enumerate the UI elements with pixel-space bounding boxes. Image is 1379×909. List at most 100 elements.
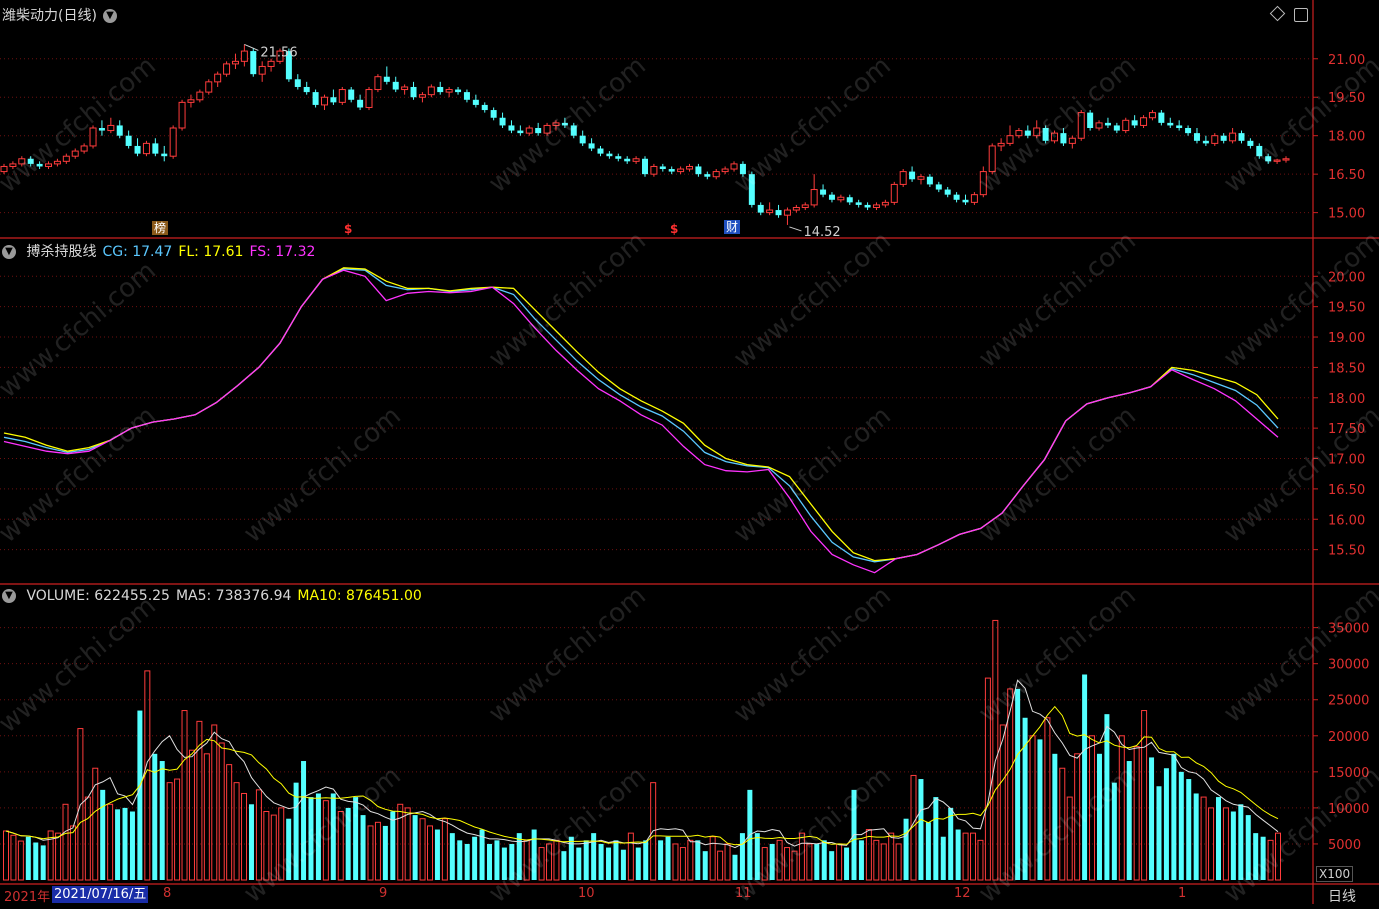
candle-body [552,122,560,126]
window-toggle-icon[interactable] [1294,8,1308,22]
candle-body [0,165,8,173]
volume-bar [829,851,835,880]
volume-bar [732,854,738,880]
indicator-cg-value: CG: 17.47 [102,244,173,260]
candle-body [152,143,159,154]
candle-body [988,145,996,173]
volume-bar [233,782,240,881]
timeframe-label[interactable]: 日线 [1328,889,1356,905]
candle-body [525,127,533,134]
volume-bar [1171,753,1177,880]
volume-bar [472,836,478,880]
volume-bar [509,843,515,880]
y-tick-label: 5000 [1328,838,1361,853]
indicator-fl-value: FL: 17.61 [178,244,244,260]
volume-bar [627,832,634,881]
volume-bar [844,847,850,880]
event-marker-dividend-2[interactable]: $ [670,222,679,236]
volume-ma10-value: MA10: 876451.00 [297,588,422,604]
event-marker-finance[interactable]: 财 [724,220,741,234]
y-tick-label: 30000 [1328,658,1369,673]
candle-body [321,96,328,106]
volume-bar [1007,688,1014,881]
volume-bar [286,818,292,880]
volume-pane-header: ▼ VOLUME: 622455.25 MA5: 738376.94 MA10: 8… [2,588,428,604]
candle-body [899,171,907,185]
candle-body [1095,122,1103,129]
candle-body [134,145,141,154]
candle-body [1265,156,1272,162]
candle-body [766,209,774,214]
y-tick-label: 15000 [1328,766,1369,781]
candle-body [463,92,470,100]
volume-bar [546,843,553,881]
candle-body [686,165,694,170]
candle-body [45,163,53,167]
volume-bar [948,807,954,880]
y-tick-label: 16.50 [1328,168,1365,183]
event-marker-dividend[interactable]: $ [344,222,353,236]
candle-body [632,158,640,162]
candle-body [9,163,17,167]
candle-body [98,128,105,131]
volume-bar [888,832,895,881]
volume-bar [538,847,545,881]
indicator-fs-value: FS: 17.32 [249,244,316,260]
volume-bar [188,749,195,881]
candle-body [997,142,1005,147]
volume-bar [1037,739,1043,880]
candle-body [1140,117,1148,126]
volume-bar [1178,771,1184,880]
volume-bar [33,842,39,880]
candle-body [36,163,43,167]
candle-body [1176,125,1183,128]
volume-bar [203,753,210,881]
volume-bar [263,811,270,881]
x-axis-year: 2021年 [4,890,51,905]
volume-bar [449,833,455,880]
candle-body [820,189,827,195]
volume-bar [970,832,977,881]
volume-bar [137,710,143,880]
volume-bar [84,796,91,881]
candle-body [1202,140,1209,144]
y-tick-label: 17.00 [1328,453,1365,468]
y-tick-label: 10000 [1328,802,1369,817]
chevron-down-icon[interactable]: ▼ [2,245,16,259]
volume-bar [1200,796,1207,881]
candle-body [348,89,355,100]
candle-body [1042,128,1049,141]
volume-bar [337,811,344,881]
chevron-down-icon[interactable]: ▼ [2,589,16,603]
volume-bar [25,836,31,880]
volume-bar [10,834,17,881]
candle-body [1122,119,1130,132]
candle-body [642,158,648,175]
y-tick-label: 35000 [1328,622,1369,637]
chevron-down-icon[interactable]: ▼ [102,9,117,23]
volume-bar [814,843,820,880]
stock-title: 潍柴动力(日线) [2,8,97,24]
event-marker-rank[interactable]: 榜 [152,221,169,235]
candle-body [1185,128,1192,134]
volume-bar [62,803,69,881]
candle-body [1220,135,1227,141]
volume-bar [1118,735,1125,881]
volume-bar [761,847,768,881]
x-axis-cursor-date: 2021/07/16/五 [52,886,149,903]
volume-bar [434,829,440,880]
candle-body [472,99,479,105]
candle-body [926,176,933,185]
candle-body [383,76,390,82]
volume-bar [1245,815,1251,880]
volume-bar [791,850,798,881]
volume-bar [553,839,560,881]
volume-bar [940,836,946,880]
volume-bar [865,829,872,881]
candle-body [917,176,925,180]
volume-bar [992,619,999,881]
candle-body [1006,135,1014,144]
volume-bar [308,797,314,880]
volume-bar [516,833,522,880]
